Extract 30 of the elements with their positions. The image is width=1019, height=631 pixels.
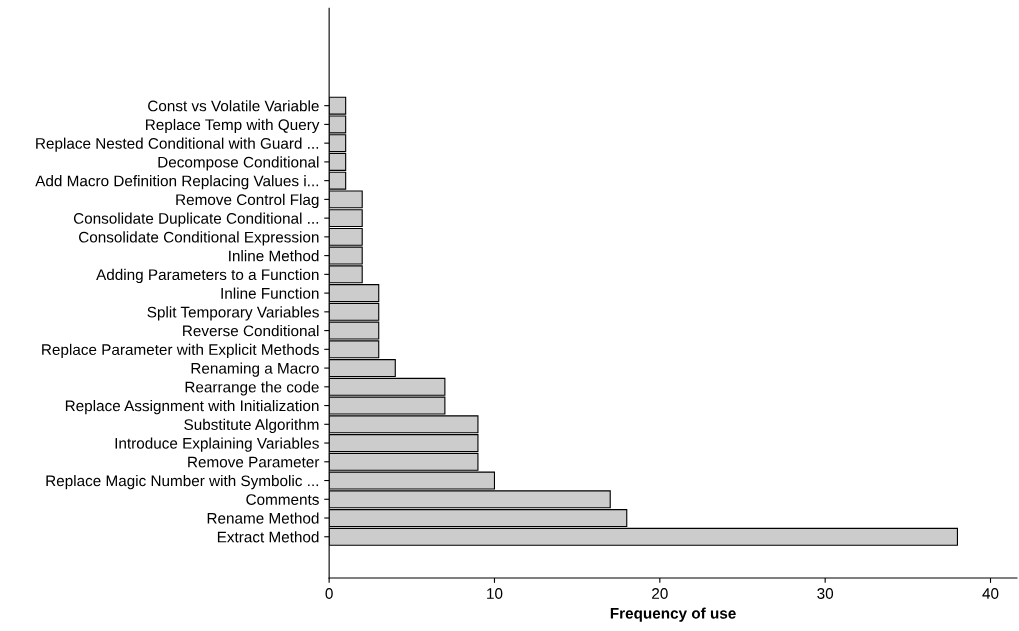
y-tick-label: Replace Magic Number with Symbolic ... [46, 475, 319, 490]
y-tick-label: Replace Parameter with Explicit Methods [42, 343, 319, 359]
y-tick-label: Consolidate Duplicate Conditional ... [73, 212, 319, 227]
y-tick-label: Inline Method [229, 250, 319, 262]
y-tick-label: Add Macro Definition Replacing Values i... [35, 175, 319, 190]
y-tick-label: Renaming a Macro [191, 362, 319, 377]
y-tick-label: Rename Method [207, 512, 319, 524]
y-tick-label: Inline Function [221, 287, 319, 299]
y-tick-label: Introduce Explaining Variables [115, 437, 319, 452]
y-tick-label: Replace Nested Conditional with Guard ... [36, 137, 319, 152]
y-tick-label: Decompose Conditional [158, 156, 319, 171]
x-axis-title: Frequency of use [610, 607, 736, 622]
x-tick-label: 30 [817, 588, 834, 599]
y-tick-label: Remove Parameter [188, 456, 320, 468]
y-tick-label: Reverse Conditional [183, 325, 319, 337]
y-tick-label: Const vs Volatile Variable [148, 100, 319, 112]
y-tick-label: Replace Temp with Query [146, 118, 320, 134]
y-tick-label: Split Temporary Variables [147, 306, 319, 321]
y-tick-label: Rearrange the code [185, 381, 319, 396]
x-tick-label: 20 [652, 588, 668, 599]
y-tick-label: Extract Method [217, 531, 319, 543]
y-tick-label: Replace Assignment with Initialization [65, 400, 319, 415]
y-tick-label: Comments [246, 494, 319, 505]
y-tick-label: Adding Parameters to a Function [96, 268, 319, 284]
y-tick-label: Substitute Algorithm [184, 418, 319, 434]
x-tick-label: 10 [487, 588, 503, 599]
x-tick-label: 0 [325, 588, 333, 599]
y-tick-label: Remove Control Flag [176, 193, 319, 209]
y-tick-label: Consolidate Conditional Expression [79, 231, 319, 246]
x-tick-label: 40 [982, 588, 999, 599]
